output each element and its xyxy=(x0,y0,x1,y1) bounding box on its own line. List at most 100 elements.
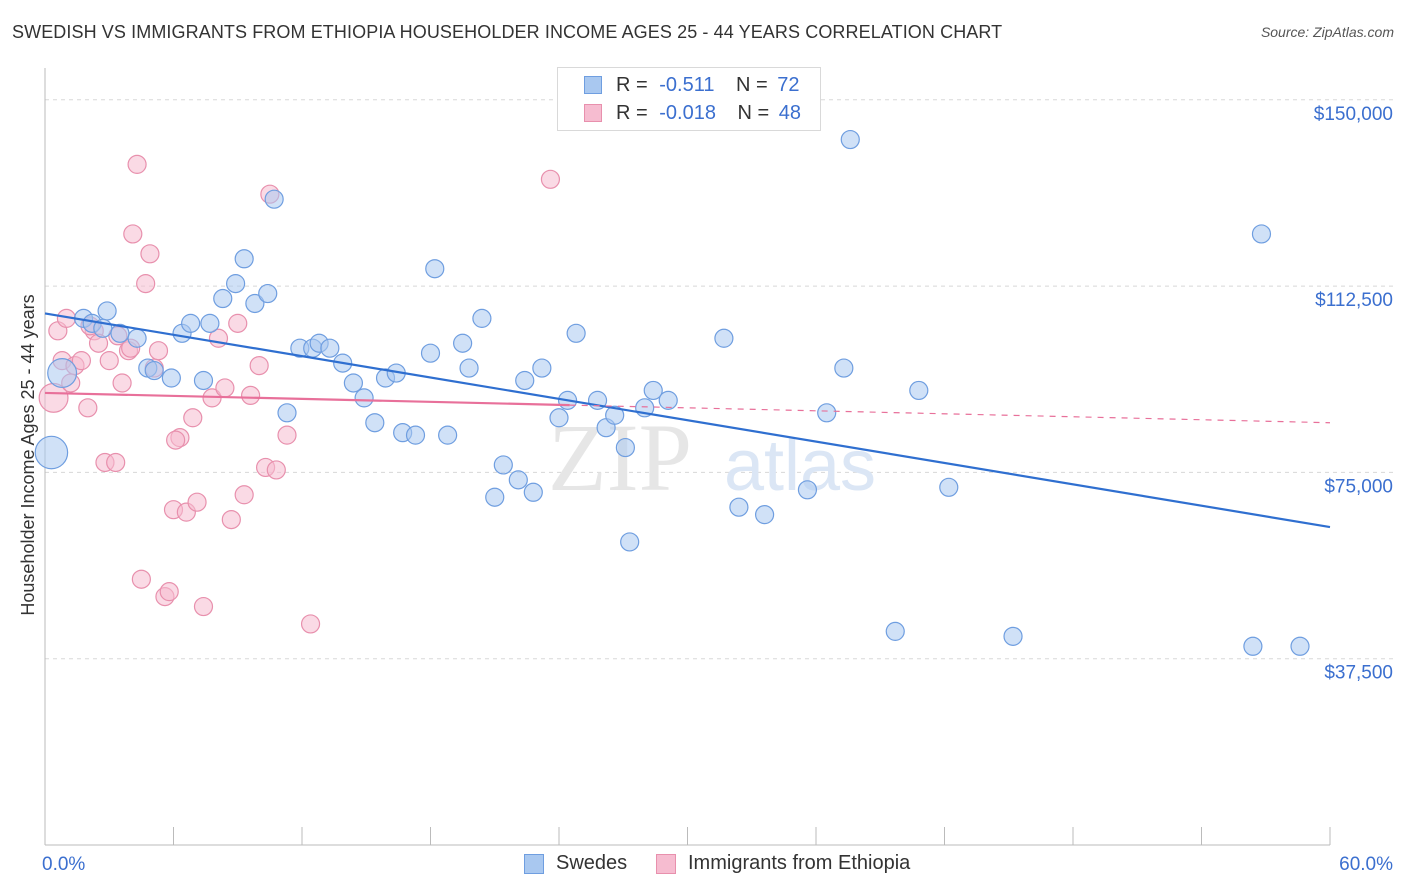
ethiopia-point xyxy=(148,341,169,361)
swedes-point xyxy=(615,437,635,458)
r-value: -0.018 xyxy=(659,102,716,124)
trend-lines xyxy=(44,312,1331,529)
ethiopia-point xyxy=(106,452,126,473)
ethiopia-point xyxy=(241,385,261,406)
swedes-point xyxy=(161,368,181,388)
ethiopia-point xyxy=(140,244,160,264)
ethiopia-point xyxy=(540,169,561,189)
ethiopia-trend-line xyxy=(44,391,570,407)
swedes-point xyxy=(193,370,214,391)
series-legend: Swedes Immigrants from Ethiopia xyxy=(0,852,1406,880)
swedes-point xyxy=(425,259,445,279)
swedes-point xyxy=(523,482,543,502)
y-axis-title: Householder Income Ages 25 - 44 years xyxy=(18,294,38,615)
ethiopia-point xyxy=(215,378,235,398)
swedes-point xyxy=(549,408,569,428)
ethiopia-point xyxy=(112,373,132,393)
swedes-point xyxy=(200,313,220,333)
legend-row-ethiopia: R = -0.018 N = 48 xyxy=(558,100,818,128)
ethiopia-point xyxy=(183,408,203,428)
ethiopia-point xyxy=(131,569,151,589)
ethiopia-point xyxy=(300,614,321,634)
n-value: 48 xyxy=(778,102,802,124)
swedes-point xyxy=(245,293,265,314)
ethiopia-point xyxy=(234,485,254,505)
swedes-point xyxy=(97,301,117,321)
legend-text: R = -0.018 N = 48 xyxy=(616,102,801,125)
swedes-point xyxy=(493,455,513,475)
tick-labels: $37,500 $75,000 $112,500 $150,000 0.0% 60.0% xyxy=(42,104,1393,875)
grid-lines xyxy=(45,99,1395,660)
x-tick-label: 0.0% xyxy=(42,854,85,875)
swedes-point xyxy=(620,532,640,552)
ethiopia-point xyxy=(71,351,92,371)
swedes-point xyxy=(515,370,535,391)
ethiopia-point xyxy=(187,492,207,512)
swedes-point xyxy=(438,425,458,445)
x-tick-label: 60.0% xyxy=(1339,854,1393,875)
y-tick-label: $150,000 xyxy=(1314,104,1393,125)
ethiopia-point xyxy=(136,274,156,294)
ethiopia-point xyxy=(266,460,286,480)
swedes-point xyxy=(144,360,164,381)
swedes-point xyxy=(817,403,837,423)
ethiopia-point xyxy=(78,398,98,418)
swedes-point xyxy=(714,328,734,348)
swedes-point xyxy=(420,343,441,363)
y-tick-label: $37,500 xyxy=(1324,663,1393,684)
swedes-trend-line xyxy=(44,312,1331,529)
y-tick-label: $112,500 xyxy=(1315,290,1393,311)
ethiopia-point xyxy=(193,596,214,617)
r-value: -0.511 xyxy=(659,74,715,96)
ethiopia-point xyxy=(166,430,186,450)
y-tick-label: $75,000 xyxy=(1324,476,1393,497)
ethiopia-point xyxy=(99,351,119,371)
legend-swatch-pink xyxy=(656,854,676,874)
swedes-point xyxy=(258,283,278,304)
swedes-point xyxy=(532,358,552,378)
swedes-point xyxy=(1003,626,1023,646)
swedes-point xyxy=(453,333,473,353)
swedes-point xyxy=(47,358,78,389)
swedes-point xyxy=(472,308,492,328)
r-label: R = xyxy=(616,74,648,96)
swedes-point xyxy=(1251,224,1272,244)
legend-text: R = -0.511 N = 72 xyxy=(616,74,800,97)
stats-legend: R = -0.511 N = 72 R = -0.018 N = 48 xyxy=(557,67,821,131)
swedes-point xyxy=(264,189,284,209)
swedes-point xyxy=(277,403,297,423)
swedes-point xyxy=(797,480,818,500)
swedes-point xyxy=(1290,636,1310,656)
n-value: 72 xyxy=(777,74,800,96)
swedes-point xyxy=(181,313,201,333)
swedes-point xyxy=(840,129,860,150)
r-label: R = xyxy=(616,102,648,124)
swedes-point xyxy=(885,621,905,641)
ethiopia-point xyxy=(277,425,297,445)
swedes-point xyxy=(729,497,749,517)
legend-swatch-blue xyxy=(584,76,602,94)
swedes-point xyxy=(485,487,505,507)
ethiopia-point xyxy=(127,154,147,174)
swedes-point xyxy=(226,274,246,294)
swedes-point xyxy=(754,505,775,525)
legend-label-ethiopia: Immigrants from Ethiopia xyxy=(688,852,911,874)
swedes-point xyxy=(939,477,959,497)
n-label: N = xyxy=(736,74,768,96)
ethiopia-point xyxy=(123,224,143,244)
swedes-point xyxy=(605,405,625,425)
series-swedes-points xyxy=(34,129,1310,656)
chart-title: SWEDISH VS IMMIGRANTS FROM ETHIOPIA HOUS… xyxy=(12,22,1003,42)
ethiopia-point xyxy=(249,355,269,376)
swedes-point xyxy=(127,328,147,348)
swedes-point xyxy=(834,358,854,378)
swedes-point xyxy=(354,388,374,408)
swedes-point xyxy=(566,323,586,343)
legend-swatch-pink xyxy=(584,104,602,122)
swedes-point xyxy=(643,380,663,401)
swedes-point xyxy=(658,390,678,410)
swedes-point xyxy=(405,425,426,445)
ethiopia-point xyxy=(228,313,248,333)
swedes-point xyxy=(234,249,254,269)
